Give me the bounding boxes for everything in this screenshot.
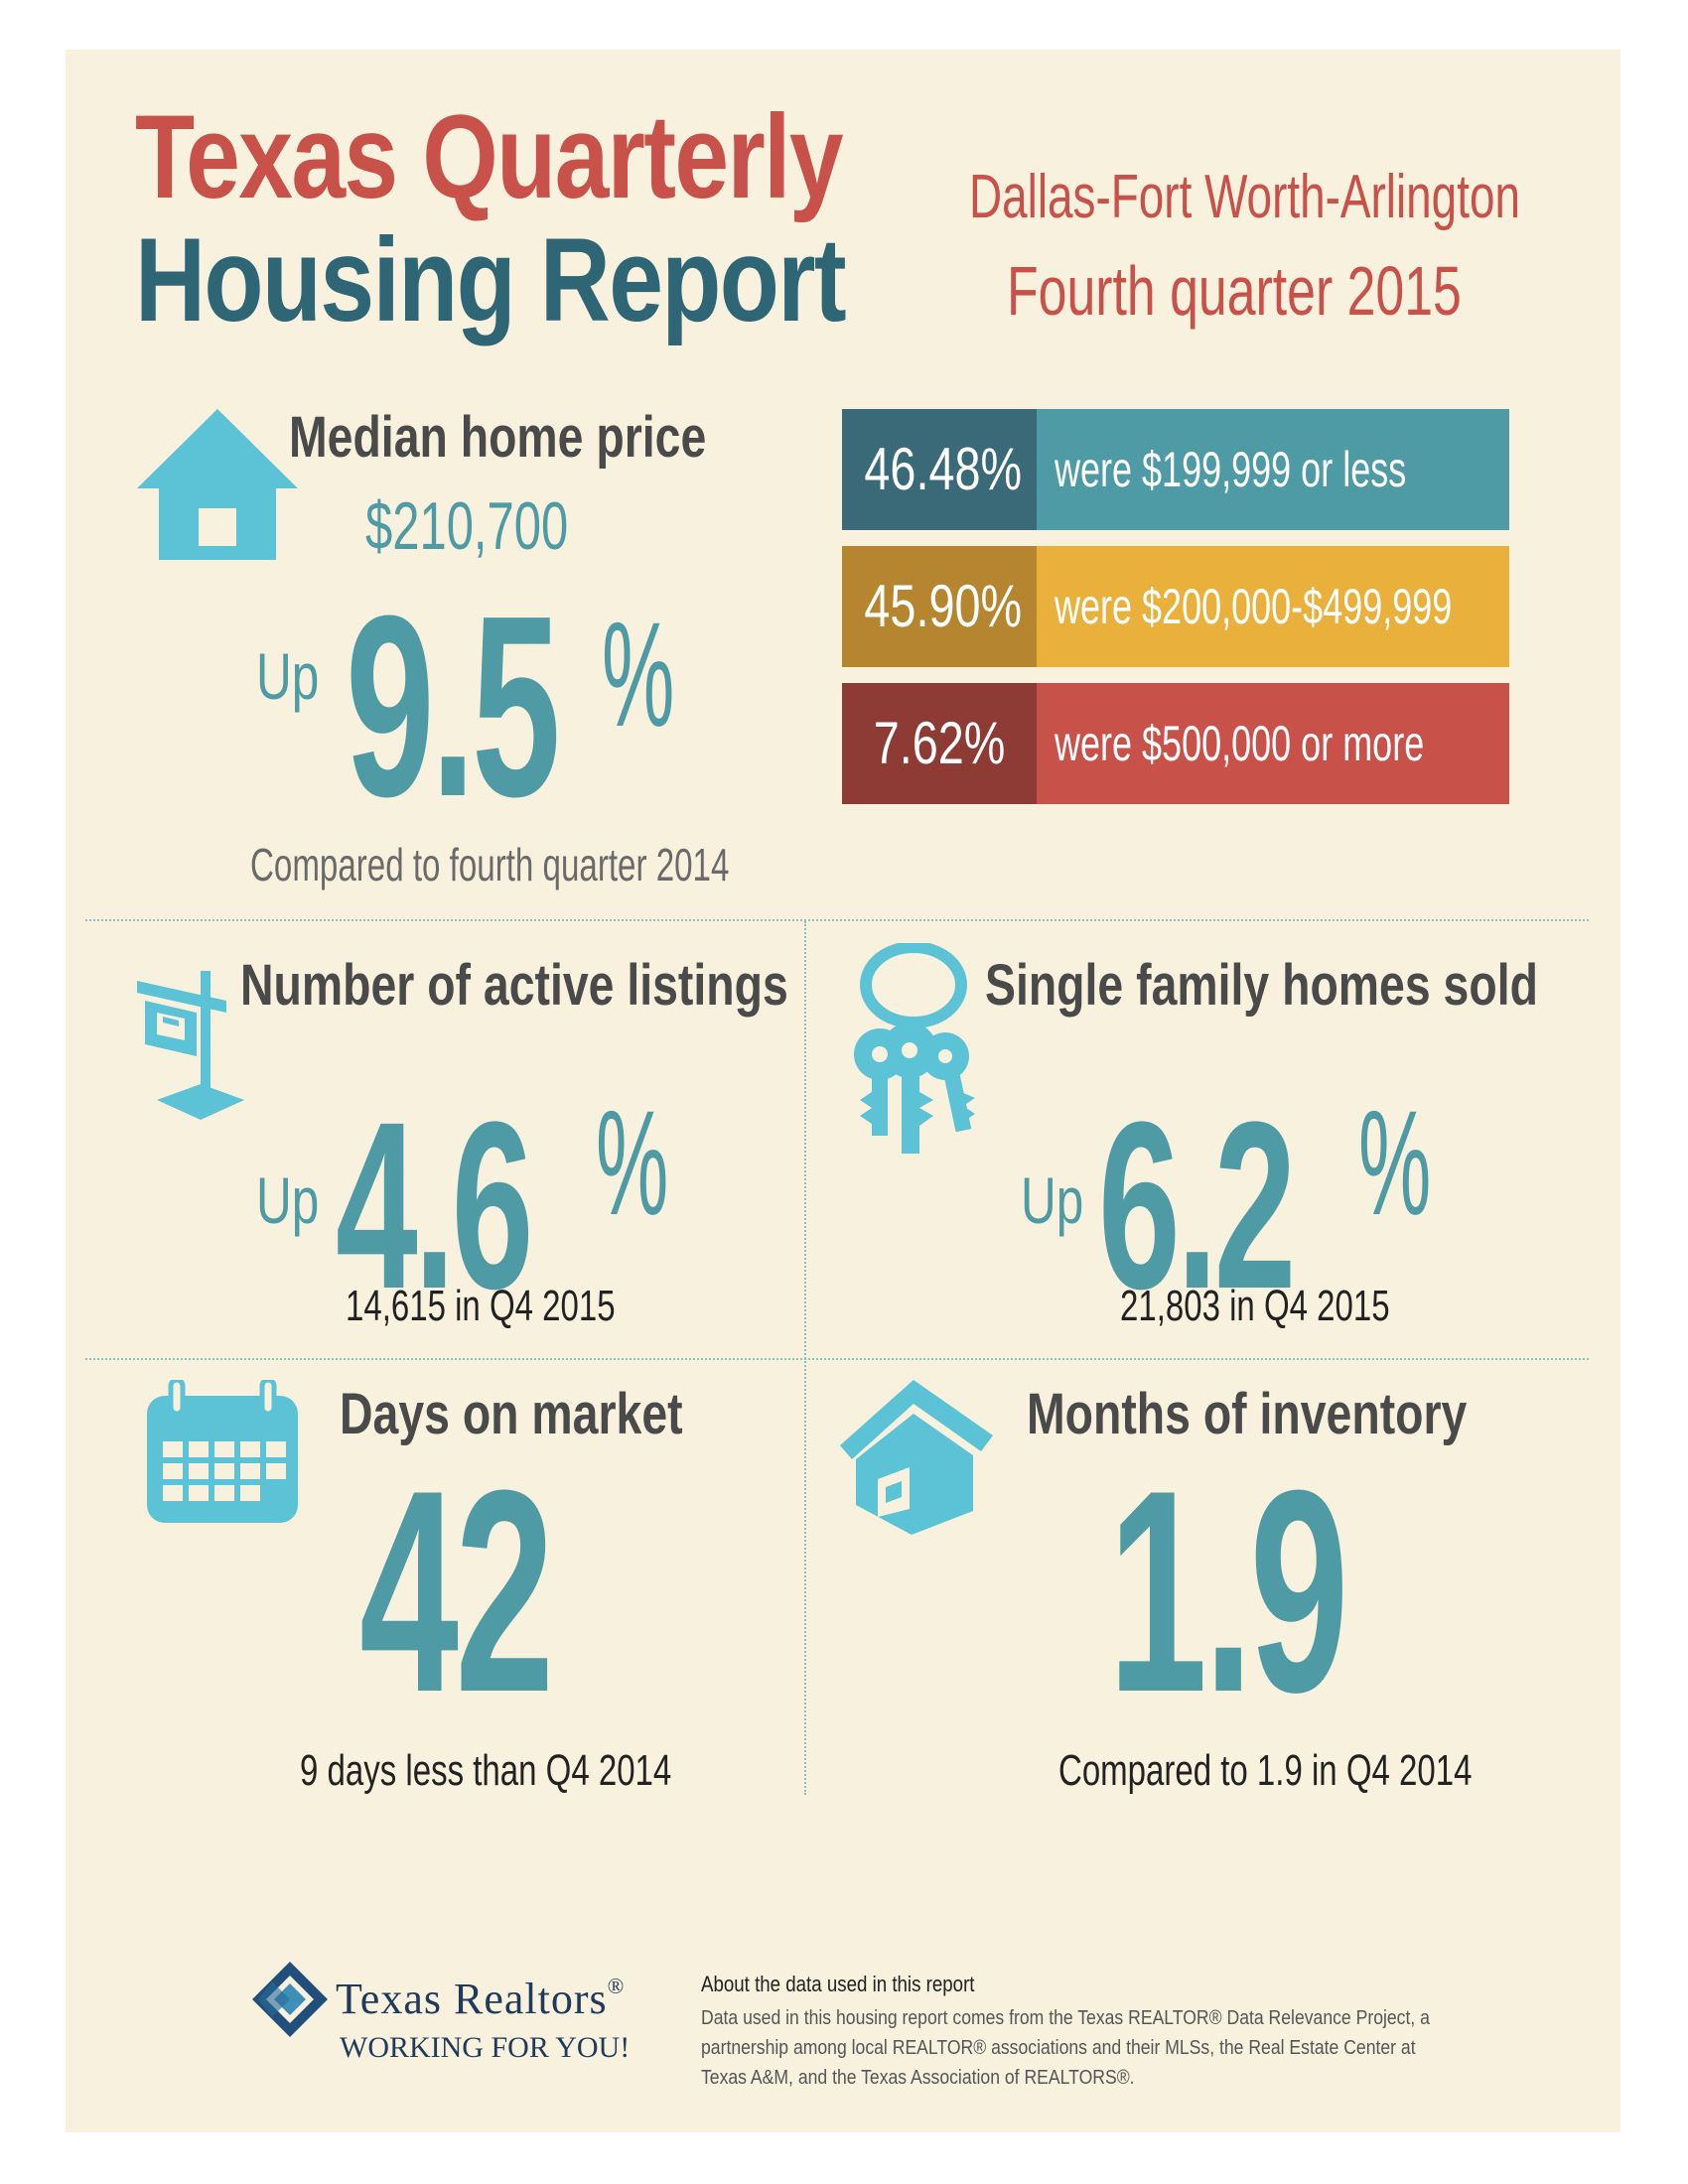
active-listings-caption: 14,615 in Q4 2015 [346,1282,616,1330]
report-page: Texas Quarterly Housing Report Dallas-Fo… [66,50,1620,2132]
days-on-market-heading: Days on market [340,1382,683,1446]
price-bar-low-label: were $199,999 or less [1055,442,1407,497]
logo-name-text: Texas Realtors [336,1975,608,2023]
divider-vertical [804,921,806,1795]
price-bar-mid-label: were $200,000-$499,999 [1055,579,1453,634]
price-bar-mid-percent-box: 45.90% [842,546,1037,667]
homes-sold-caption: 21,803 in Q4 2015 [1120,1282,1390,1330]
days-on-market-caption: 9 days less than Q4 2014 [300,1746,672,1795]
house-icon [137,409,298,560]
median-price-change: 9.5 [346,563,561,851]
logo-tagline: WORKING FOR YOU! [340,2031,631,2064]
homes-sold-direction: Up [1021,1163,1084,1237]
homes-sold-heading: Single family homes sold [985,953,1538,1018]
months-inventory-heading: Months of inventory [1027,1382,1468,1446]
median-price-heading: Median home price [289,405,707,470]
active-listings-percent: % [596,1079,669,1246]
active-listings-change: 4.6 [336,1072,533,1338]
keys-icon [854,943,975,1154]
logo-registered-mark: ® [607,1974,626,1998]
about-data-body: Data used in this housing report comes f… [701,2007,1430,2089]
price-bar-low: 46.48% were $199,999 or less [842,409,1509,530]
home-icon [840,1380,993,1535]
price-bar-low-percent: 46.48% [864,436,1023,502]
median-price-direction: Up [256,639,320,713]
months-inventory-value: 1.9 [1108,1431,1349,1752]
texas-realtors-logo-icon [252,1962,328,2037]
homes-sold-change: 6.2 [1098,1072,1296,1338]
price-bar-mid: 45.90% were $200,000-$499,999 [842,546,1509,667]
months-inventory-caption: Compared to 1.9 in Q4 2014 [1058,1746,1473,1795]
active-listings-direction: Up [256,1163,320,1237]
logo-name: Texas Realtors® [336,1974,625,2024]
report-title-line2: Housing Report [135,213,847,346]
period-label: Fourth quarter 2015 [1007,252,1462,330]
divider-top [85,919,1589,921]
for-sale-sign-icon [137,971,244,1120]
about-data-title: About the data used in this report [701,1972,975,1996]
price-bar-high: 7.62% were $500,000 or more [842,683,1509,804]
days-on-market-value: 42 [359,1431,554,1752]
price-bar-low-percent-box: 46.48% [842,409,1037,530]
divider-middle [85,1358,1589,1360]
report-title-line1: Texas Quarterly [135,90,844,223]
homes-sold-percent: % [1358,1079,1432,1246]
active-listings-heading: Number of active listings [240,953,788,1018]
median-price-percent: % [602,591,675,757]
price-bar-high-label: were $500,000 or more [1055,716,1425,771]
price-bar-mid-percent: 45.90% [864,573,1023,639]
median-price-value: $210,700 [365,488,569,564]
price-bar-high-percent-box: 7.62% [842,683,1037,804]
region-label: Dallas-Fort Worth-Arlington [969,163,1520,231]
price-bar-high-percent: 7.62% [873,710,1006,776]
median-price-caption: Compared to fourth quarter 2014 [250,839,730,890]
calendar-icon [147,1380,298,1523]
